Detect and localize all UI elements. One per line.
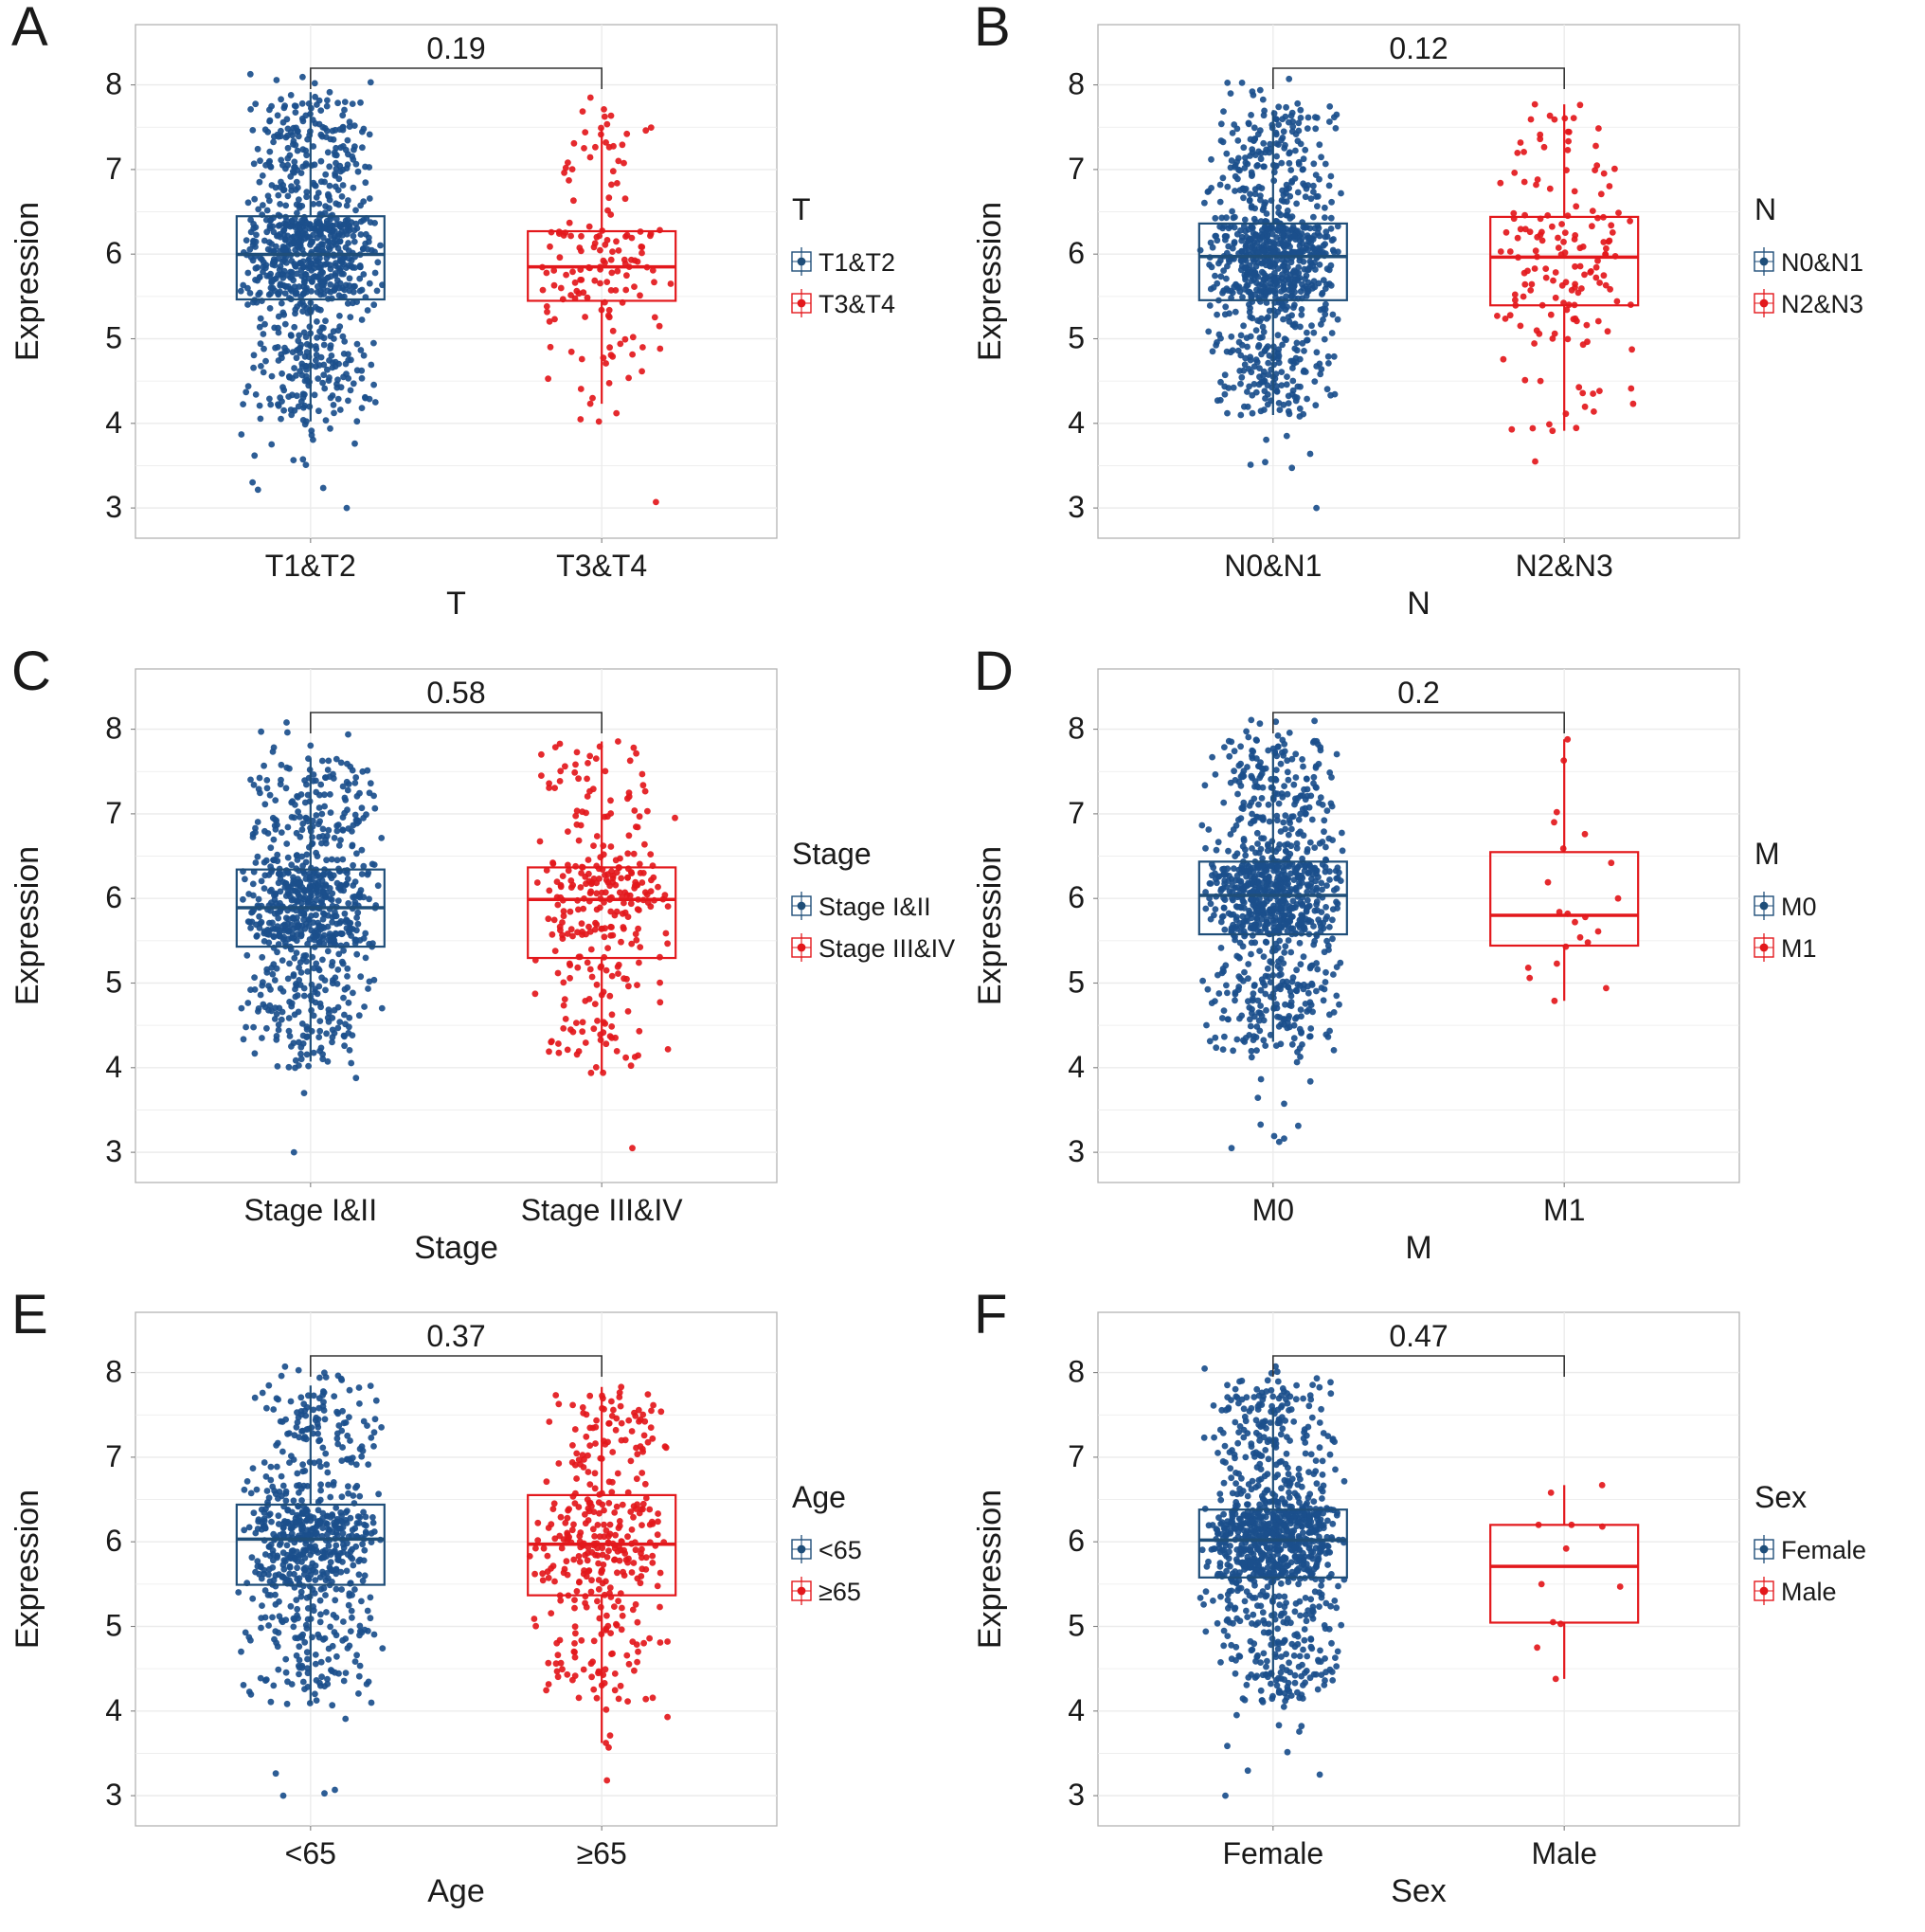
- svg-text:7: 7: [1068, 152, 1085, 186]
- svg-text:3: 3: [105, 1134, 122, 1168]
- svg-text:5: 5: [1068, 321, 1085, 355]
- svg-text:B: B: [974, 0, 1011, 58]
- svg-text:4: 4: [105, 406, 122, 440]
- svg-text:N: N: [1754, 192, 1776, 226]
- svg-text:0.2: 0.2: [1397, 676, 1439, 710]
- svg-text:M0: M0: [1781, 893, 1817, 921]
- svg-text:8: 8: [105, 67, 122, 101]
- svg-text:N2&N3: N2&N3: [1781, 290, 1863, 318]
- svg-text:8: 8: [1068, 711, 1085, 745]
- svg-text:4: 4: [105, 1049, 122, 1083]
- svg-text:3: 3: [1068, 1134, 1085, 1168]
- svg-text:6: 6: [1068, 236, 1085, 270]
- svg-text:N0&N1: N0&N1: [1781, 248, 1863, 277]
- svg-text:7: 7: [105, 796, 122, 830]
- svg-text:6: 6: [105, 880, 122, 914]
- svg-text:T1&T2: T1&T2: [819, 248, 895, 277]
- svg-text:7: 7: [105, 152, 122, 186]
- svg-text:Stage III&IV: Stage III&IV: [819, 934, 955, 963]
- svg-text:N0&N1: N0&N1: [1224, 549, 1322, 583]
- svg-text:7: 7: [1068, 796, 1085, 830]
- svg-text:Expression: Expression: [972, 202, 1008, 361]
- svg-text:C: C: [11, 644, 51, 702]
- svg-text:T3&T4: T3&T4: [819, 290, 895, 318]
- svg-text:M1: M1: [1781, 934, 1817, 963]
- svg-text:5: 5: [105, 321, 122, 355]
- svg-text:8: 8: [105, 711, 122, 745]
- svg-text:0.19: 0.19: [426, 31, 485, 65]
- svg-text:6: 6: [105, 236, 122, 270]
- svg-text:T3&T4: T3&T4: [556, 549, 647, 583]
- svg-text:Stage III&IV: Stage III&IV: [521, 1193, 683, 1227]
- svg-text:M: M: [1754, 837, 1780, 871]
- svg-text:5: 5: [105, 965, 122, 999]
- svg-text:8: 8: [1068, 67, 1085, 101]
- svg-text:Stage: Stage: [414, 1230, 498, 1266]
- svg-text:Expression: Expression: [9, 846, 45, 1005]
- svg-text:D: D: [974, 644, 1014, 702]
- svg-text:N2&N3: N2&N3: [1516, 549, 1613, 583]
- svg-text:4: 4: [1068, 406, 1085, 440]
- svg-text:4: 4: [1068, 1049, 1085, 1083]
- svg-text:3: 3: [105, 490, 122, 524]
- svg-text:Stage I&II: Stage I&II: [819, 893, 931, 921]
- svg-text:Stage: Stage: [792, 837, 872, 871]
- svg-text:Stage I&II: Stage I&II: [244, 1193, 378, 1227]
- svg-text:5: 5: [1068, 965, 1085, 999]
- svg-text:Expression: Expression: [972, 846, 1008, 1005]
- svg-text:T: T: [446, 586, 466, 622]
- svg-text:A: A: [11, 0, 48, 58]
- svg-text:M0: M0: [1252, 1193, 1294, 1227]
- svg-text:T1&T2: T1&T2: [265, 549, 356, 583]
- svg-text:0.58: 0.58: [426, 676, 485, 710]
- svg-text:Expression: Expression: [9, 202, 45, 361]
- svg-text:0.12: 0.12: [1389, 31, 1448, 65]
- svg-text:3: 3: [1068, 490, 1085, 524]
- svg-text:N: N: [1407, 586, 1430, 622]
- svg-text:M: M: [1405, 1230, 1431, 1266]
- svg-text:6: 6: [1068, 880, 1085, 914]
- svg-text:M1: M1: [1543, 1193, 1585, 1227]
- svg-text:T: T: [792, 192, 811, 226]
